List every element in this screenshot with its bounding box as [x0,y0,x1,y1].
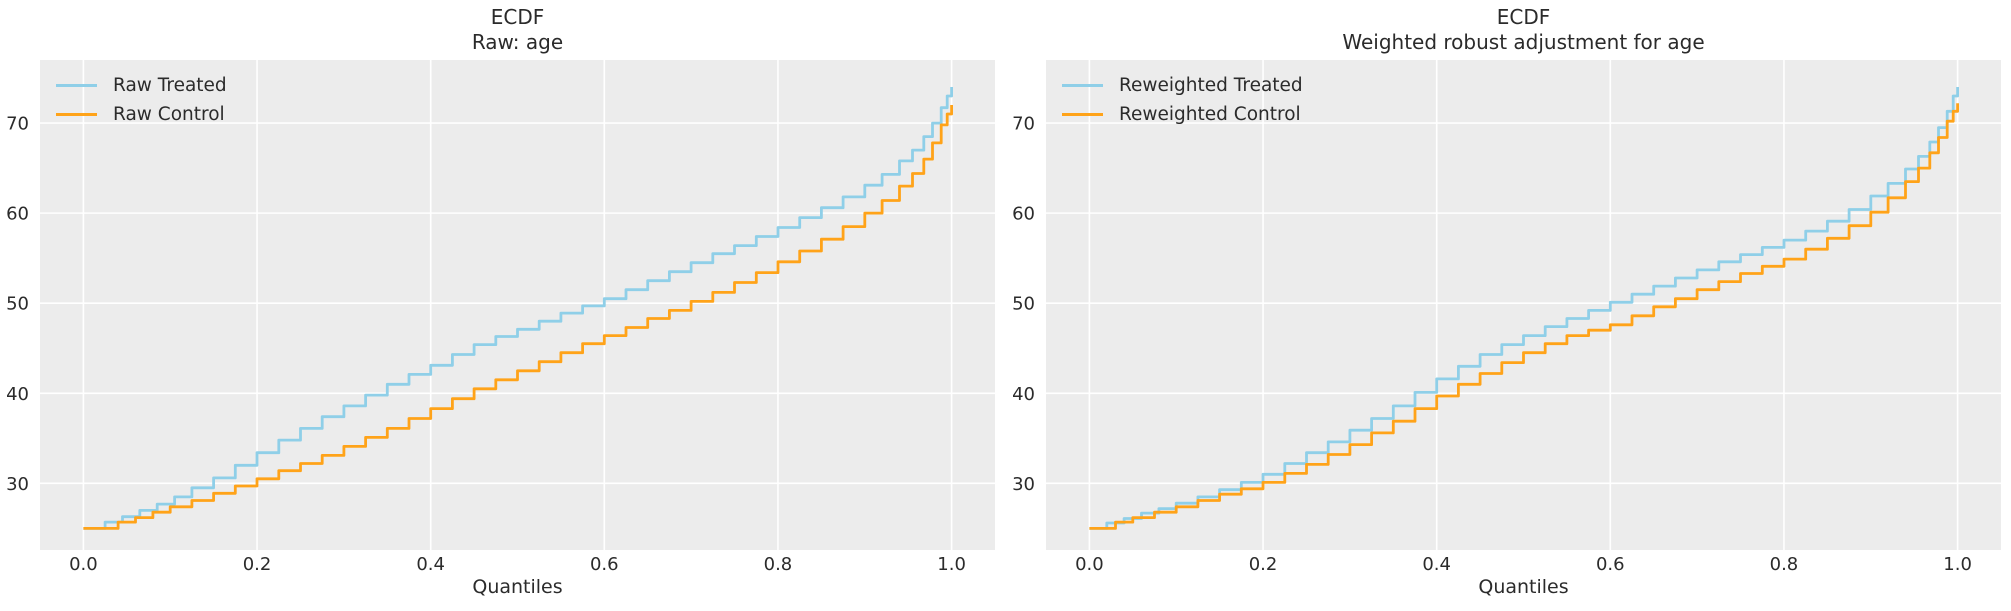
y-tick-label: 60 [6,204,29,225]
legend-item-control: Reweighted Control [1062,103,1303,125]
plot-title-line1: ECDF [490,5,545,29]
x-tick-label: 0.6 [1596,554,1625,575]
series-curve-control [83,105,953,530]
y-tick-label: 60 [1012,204,1035,225]
legend-label-treated: Raw Treated [113,74,227,96]
axes-background [40,60,995,550]
series-curve-control [1089,103,1959,530]
x-tick-label: 0.2 [1249,554,1278,575]
control-line-sample-icon [56,112,97,116]
axes-weighted: 0.0 0.2 0.4 0.6 0.8 1.0 30 40 50 60 70 [1012,60,2001,575]
control-line-sample-icon [1062,112,1103,116]
axes-background [1046,60,2001,550]
legend-weighted: Reweighted Treated Reweighted Control [1062,74,1303,125]
y-tick-label: 40 [6,384,29,405]
x-tick-label: 0.4 [416,554,445,575]
x-tick-label: 0.8 [764,554,793,575]
plot-title-line2: Raw: age [471,30,564,54]
treated-line-sample-icon [1062,83,1103,87]
plot-title-weighted: ECDF Weighted robust adjustment for age [1046,5,2001,55]
x-tick-label: 0.6 [590,554,619,575]
x-tick-label: 0.8 [1770,554,1799,575]
subplot-raw: 0.0 0.2 0.4 0.6 0.8 1.0 30 40 50 60 70 ECDF Raw: a… [0,0,1005,611]
y-tick-label: 70 [1012,114,1035,135]
y-tick-label: 30 [1012,474,1035,495]
legend-item-treated: Reweighted Treated [1062,74,1303,96]
legend-label-treated: Reweighted Treated [1119,74,1303,96]
treated-line-sample-icon [56,83,97,87]
plot-title-raw: ECDF Raw: age [40,5,995,55]
subplot-weighted: 0.0 0.2 0.4 0.6 0.8 1.0 30 40 50 60 70 ECDF Weight… [1006,0,2011,611]
x-tick-label: 0.2 [243,554,272,575]
plot-title-line1: ECDF [1496,5,1551,29]
y-tick-label: 30 [6,474,29,495]
legend-label-control: Raw Control [113,103,225,125]
xlabel-raw: Quantiles [472,576,563,598]
y-tick-label: 40 [1012,384,1035,405]
series-curve-treated [83,87,953,530]
axes-raw: 0.0 0.2 0.4 0.6 0.8 1.0 30 40 50 60 70 [6,60,995,575]
x-tick-label: 0.0 [69,554,98,575]
legend-item-control: Raw Control [56,103,227,125]
x-tick-label: 0.4 [1422,554,1451,575]
plot-title-line2: Weighted robust adjustment for age [1342,30,1705,54]
y-tick-label: 70 [6,114,29,135]
legend-raw: Raw Treated Raw Control [56,74,227,125]
y-tick-label: 50 [1012,294,1035,315]
xlabel-weighted: Quantiles [1478,576,1569,598]
x-tick-label: 1.0 [1943,554,1972,575]
x-tick-label: 0.0 [1075,554,1104,575]
y-tick-label: 50 [6,294,29,315]
x-tick-label: 1.0 [937,554,966,575]
legend-item-treated: Raw Treated [56,74,227,96]
legend-label-control: Reweighted Control [1119,103,1301,125]
